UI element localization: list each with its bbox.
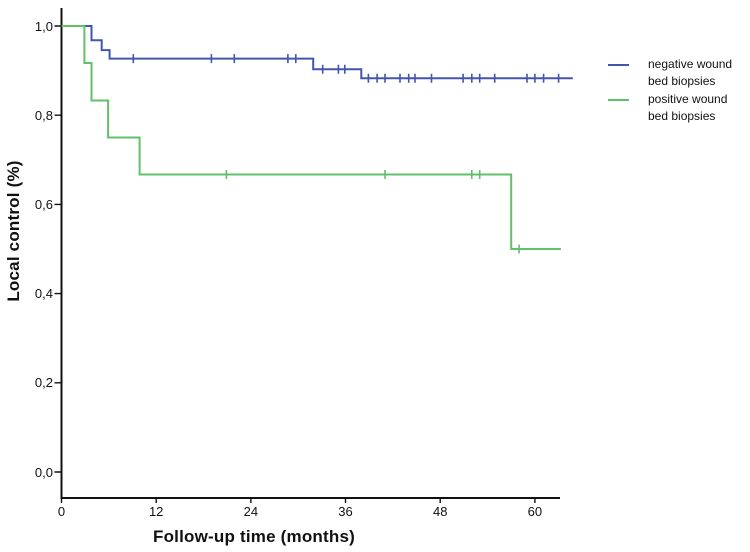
x-axis-ticks [60,498,536,503]
x-tick-label: 36 [338,504,353,519]
y-tick-label: 1,0 [34,18,53,34]
legend: negative wound bed biopsies positive wou… [606,56,732,125]
legend-label-positive-line1: positive wound [648,91,728,106]
legend-label-positive: positive wound bed biopsies [648,91,727,126]
legend-label-negative-line2: bed biopsies [648,74,716,89]
y-tick-label: 0,4 [34,286,53,302]
x-axis-title: Follow-up time (months) [153,527,355,546]
y-tick-label: 0,2 [34,375,53,391]
y-axis-title: Local control (%) [4,160,23,302]
x-tick-label: 12 [148,504,164,519]
x-tick-label: 0 [57,504,66,519]
censor-ticks-positive [225,170,520,254]
legend-label-negative: negative wound bed biopsies [648,56,732,91]
x-tick-label: 24 [243,504,259,519]
negative-series-swatch [608,64,629,66]
censor-ticks-negative [132,54,560,83]
positive-series-swatch [608,98,629,101]
x-tick-label: 60 [527,504,543,519]
legend-label-positive-line2: bed biopsies [648,108,716,123]
y-axis-ticks [54,25,62,473]
series-line-negative [61,25,573,80]
y-tick-label: 0,6 [34,196,53,212]
series-line-positive [61,25,561,250]
legend-item-positive: positive wound bed biopsies [606,91,732,126]
x-tick-label: 48 [432,504,448,519]
y-tick-label: 0,0 [34,464,53,480]
y-tick-label: 0,8 [34,107,53,123]
legend-label-negative-line1: negative wound [648,57,733,71]
legend-item-negative: negative wound bed biopsies [606,56,732,91]
